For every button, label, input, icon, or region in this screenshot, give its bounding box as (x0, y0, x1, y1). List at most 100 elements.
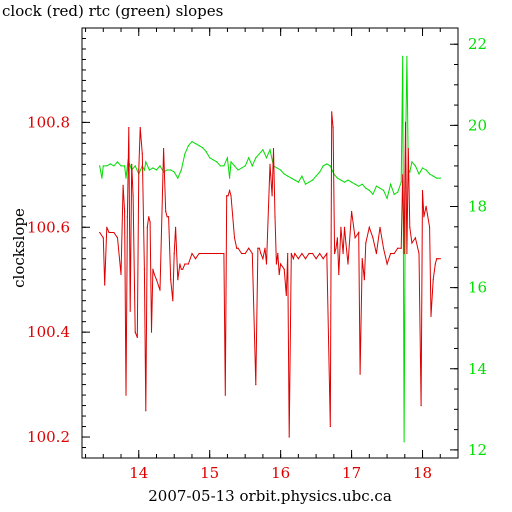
data-point-rtc (124, 165, 126, 167)
data-point-clock (297, 258, 299, 260)
data-point-rtc (290, 177, 292, 179)
data-point-rtc (287, 175, 289, 177)
y-right-tick-label: 14 (468, 360, 487, 378)
data-point-rtc (241, 167, 243, 169)
data-point-rtc (170, 169, 172, 171)
data-point-clock (132, 195, 134, 197)
data-point-rtc (143, 169, 145, 171)
x-tick-label: 14 (129, 464, 148, 482)
data-point-clock (308, 252, 310, 255)
data-point-rtc (152, 167, 154, 169)
data-point-clock (262, 258, 264, 260)
data-point-rtc (116, 161, 119, 163)
data-point-rtc (429, 173, 431, 175)
data-point-clock (269, 163, 271, 165)
data-point-rtc (319, 171, 321, 173)
data-point-clock (149, 221, 151, 223)
data-point-clock (229, 190, 231, 192)
data-point-rtc (400, 181, 402, 183)
data-point-rtc (354, 183, 356, 185)
data-point-clock (180, 268, 182, 270)
y-right-tick-label: 12 (468, 441, 487, 459)
y-right-tick-label: 16 (468, 279, 487, 297)
data-point-clock (108, 231, 110, 234)
series-line-rtc (99, 56, 441, 442)
data-point-rtc (145, 161, 147, 163)
data-point-clock (184, 263, 186, 265)
data-point-rtc (237, 169, 239, 171)
data-point-rtc (411, 161, 413, 163)
data-point-clock (312, 252, 314, 255)
data-point-rtc (308, 181, 310, 183)
data-point-clock (359, 373, 361, 375)
data-point-rtc (226, 157, 228, 159)
data-point-clock (179, 263, 181, 265)
data-point-clock (102, 237, 104, 239)
data-point-clock (292, 258, 294, 260)
data-point-clock (143, 268, 145, 270)
chart-title: clock (red) rtc (green) slopes (2, 2, 223, 20)
data-point-clock (407, 148, 409, 150)
data-point-clock (244, 252, 246, 255)
data-point-clock (375, 252, 377, 255)
data-point-clock (153, 273, 155, 276)
data-point-rtc (216, 161, 218, 163)
data-point-clock (264, 247, 266, 249)
data-point-clock (368, 226, 370, 228)
data-point-clock (332, 127, 334, 129)
data-point-clock (187, 263, 189, 265)
data-point-clock (331, 111, 333, 113)
data-point-clock (230, 195, 232, 197)
data-point-clock (287, 252, 289, 255)
data-point-rtc (102, 165, 104, 167)
data-point-rtc (209, 157, 211, 159)
data-point-rtc (326, 163, 328, 165)
data-point-rtc (219, 165, 221, 167)
data-point-clock (172, 300, 174, 302)
y-left-tick-label: 100.8 (27, 113, 70, 131)
data-point-rtc (230, 161, 232, 163)
data-point-rtc (397, 191, 399, 193)
series-line-clock (99, 111, 441, 438)
data-point-clock (393, 252, 395, 255)
data-point-clock (194, 258, 197, 260)
data-point-rtc (432, 175, 434, 177)
data-point-clock (163, 148, 165, 150)
data-point-clock (386, 263, 388, 265)
data-point-rtc (109, 163, 111, 165)
data-point-rtc (229, 177, 231, 179)
data-point-clock (403, 252, 405, 255)
data-point-rtc (425, 169, 427, 171)
data-point-clock (209, 252, 211, 255)
data-point-clock (277, 252, 279, 255)
data-point-rtc (194, 143, 197, 145)
data-point-clock (319, 252, 321, 255)
data-point-clock (138, 169, 140, 171)
data-point-clock (216, 252, 218, 255)
data-point-rtc (283, 173, 285, 175)
data-point-clock (434, 263, 436, 265)
x-axis-label: 2007-05-13 orbit.physics.ubc.ca (148, 487, 392, 505)
y-left-tick-label: 100.2 (27, 428, 70, 446)
data-point-clock (248, 247, 250, 249)
data-point-rtc (148, 169, 150, 171)
data-point-clock (402, 174, 404, 176)
data-point-clock (257, 247, 259, 249)
data-point-rtc (265, 157, 268, 159)
data-point-clock (233, 237, 236, 239)
data-point-rtc (409, 171, 411, 173)
data-point-clock (128, 127, 130, 129)
data-point-rtc (159, 165, 161, 167)
y-left-tick-label: 100.6 (27, 218, 70, 236)
data-point-clock (145, 410, 147, 412)
data-point-rtc (386, 197, 388, 199)
data-point-clock (265, 263, 268, 265)
data-point-clock (436, 258, 438, 260)
data-point-rtc (358, 185, 360, 187)
data-point-clock (294, 252, 296, 255)
data-point-rtc (244, 165, 246, 167)
data-point-rtc (390, 183, 392, 185)
data-point-rtc (101, 177, 103, 179)
data-point-clock (439, 258, 441, 260)
